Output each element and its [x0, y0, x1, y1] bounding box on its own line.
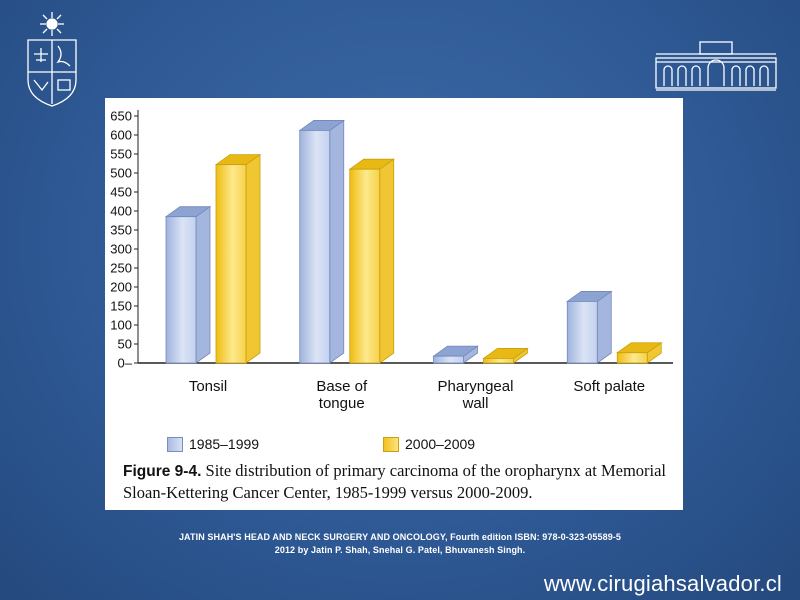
y-tick-label-600: 600	[110, 128, 132, 143]
bar-side-base-of-tongue-19851999	[329, 119, 345, 364]
y-tick-label-450: 450	[110, 185, 132, 200]
bar-base-of-tongue-20002009	[349, 168, 381, 364]
university-crest-icon	[27, 12, 77, 107]
x-tick-label-tonsil: Tonsil	[189, 378, 227, 395]
x-tick-label-base-of-tongue-line-1: Base of	[316, 378, 368, 395]
figure-caption: Figure 9-4. Site distribution of primary…	[123, 460, 671, 503]
bar-side-tonsil-20002009	[245, 153, 261, 364]
y-tick-label-650: 650	[110, 109, 132, 124]
bar-pharyngeal-wall-19851999	[433, 355, 464, 364]
legend-swatch-1985-1999	[167, 436, 183, 452]
bar-chart: 0– 50 100 150 200 250 300 350 400 450 500 550 600 650…	[110, 109, 673, 412]
y-tick-label-50: 50	[118, 337, 132, 352]
bar-tonsil-19851999	[165, 216, 197, 364]
figure-caption-text: Site distribution of primary carcinoma o…	[123, 461, 667, 502]
legend-swatch-2000-2009	[383, 436, 399, 452]
figure-panel: 0– 50 100 150 200 250 300 350 400 450 500 550 600 650…	[105, 98, 683, 510]
bar-tonsil-20002009	[215, 164, 247, 364]
x-tick-label-pharyngeal-wall-line-1: Pharyngeal	[438, 378, 514, 395]
y-tick-label-250: 250	[110, 261, 132, 276]
bar-base-of-tongue-19851999	[299, 130, 331, 364]
y-tick-label-200: 200	[110, 280, 132, 295]
bar-pharyngeal-wall-20002009	[483, 358, 514, 364]
y-tick-label-550: 550	[110, 147, 132, 162]
bar-side-tonsil-19851999	[195, 205, 211, 364]
bar-soft-palate-19851999	[566, 301, 598, 364]
x-tick-label-soft-palate: Soft palate	[573, 378, 645, 395]
bar-side-base-of-tongue-20002009	[379, 158, 395, 364]
y-tick-label-300: 300	[110, 242, 132, 257]
hospital-building-icon	[655, 41, 777, 91]
figure-caption-label: Figure 9-4.	[123, 463, 202, 480]
y-tick-label-350: 350	[110, 223, 132, 238]
x-tick-label-base-of-tongue-line-2: tongue	[319, 395, 365, 412]
source-citation-line-2: 2012 by Jatin P. Shah, Snehal G. Patel, …	[274, 545, 526, 555]
y-tick-label-150: 150	[110, 299, 132, 314]
legend-item-1985-1999: 1985–1999	[167, 436, 259, 452]
y-tick-label-0: 0–	[118, 356, 133, 371]
legend-label-2000-2009: 2000–2009	[405, 436, 476, 452]
x-tick-label-pharyngeal-wall-line-2: wall	[462, 395, 489, 412]
bar-side-soft-palate-19851999	[596, 290, 612, 364]
y-tick-label-100: 100	[110, 318, 132, 333]
source-citation-line-1: JATIN SHAH'S HEAD AND NECK SURGERY AND O…	[178, 532, 622, 542]
website-url[interactable]: www.cirugiahsalvador.cl	[543, 571, 782, 596]
y-tick-label-500: 500	[110, 166, 132, 181]
y-tick-label-400: 400	[110, 204, 132, 219]
legend-label-1985-1999: 1985–1999	[189, 436, 260, 452]
bar-soft-palate-20002009	[616, 352, 648, 364]
legend-item-2000-2009: 2000–2009	[383, 436, 475, 452]
